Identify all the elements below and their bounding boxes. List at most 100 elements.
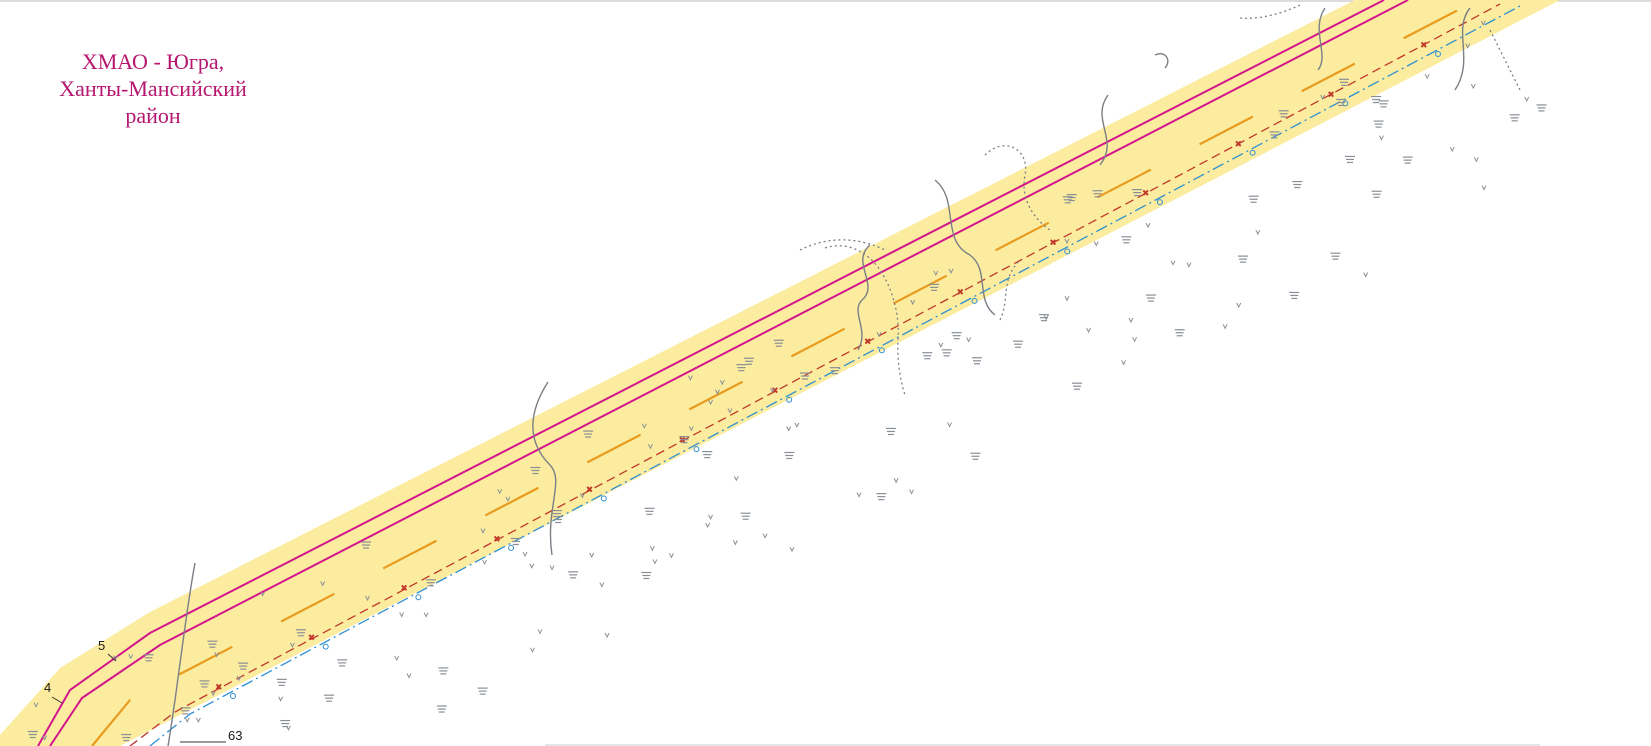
grass-symbol-icon [423, 612, 429, 618]
cable-marker-circle [786, 396, 793, 403]
grass-symbol-icon [1255, 229, 1261, 235]
cable-marker-circle [230, 693, 236, 699]
swamp-symbol-icon [885, 427, 897, 436]
cable-marker-circle [600, 495, 607, 502]
grass-symbol-icon [708, 514, 714, 520]
swamp-symbol-icon [1509, 114, 1521, 122]
cable-marker: ✖ [308, 633, 316, 643]
region-label: ХМАО - Югра, Ханты-Мансийский район [18, 48, 288, 129]
grass-symbol-icon [794, 422, 800, 428]
swamp-symbol-icon [1174, 329, 1186, 337]
swamp-symbol-icon [951, 332, 963, 340]
swamp-symbol-icon [740, 512, 752, 520]
point-label-5: 5 [98, 638, 105, 653]
grass-symbol-icon [589, 552, 595, 558]
grass-symbol-icon [604, 632, 610, 638]
swamp-symbol-icon [1402, 156, 1414, 164]
grass-symbol-icon [649, 545, 655, 551]
grass-symbol-icon [537, 628, 543, 634]
grass-symbol-icon [733, 475, 739, 481]
cable-marker: ✖ [771, 386, 779, 396]
cable-marker-circle [415, 594, 422, 601]
grass-symbol-icon [732, 539, 738, 545]
grass-symbol-icon [1086, 327, 1092, 333]
grass-symbol-icon [1524, 96, 1530, 102]
grass-symbol-icon [1186, 262, 1192, 268]
grass-symbol-icon [938, 342, 944, 348]
swamp-symbol-icon [1071, 382, 1083, 390]
swamp-symbol-icon [921, 352, 933, 360]
cable-marker-circle [1342, 100, 1349, 107]
swamp-symbol-icon [436, 705, 448, 713]
dotted-lines [799, 4, 1521, 396]
cable-marker-circle [1156, 199, 1163, 206]
swamp-symbol-icon [1012, 340, 1024, 348]
grass-symbol-icon [529, 647, 535, 653]
swamp-symbol-icon [1377, 100, 1390, 108]
grass-symbol-icon [1424, 73, 1430, 79]
grass-symbol-icon [1236, 302, 1242, 308]
cable-marker: ✖ [1235, 139, 1243, 149]
pipeline-line [91, 8, 1461, 746]
cable-marker: ✖ [493, 534, 501, 544]
grass-symbol-icon [856, 492, 862, 498]
cable-line-red [129, 3, 1501, 746]
swamp-symbol-icon [1535, 104, 1548, 112]
swamp-symbol-icon [567, 571, 579, 579]
grass-symbol-icon [1128, 317, 1134, 323]
grass-symbol-icon [184, 717, 190, 723]
grass-symbol-icon [1121, 359, 1127, 365]
cable-marker: ✖ [1327, 89, 1335, 99]
cable-marker-circle [878, 347, 885, 354]
region-label-line-1: ХМАО - Югра, [81, 49, 225, 74]
swamp-symbol-icon [1248, 195, 1260, 203]
swamp-symbol-icon [941, 349, 953, 357]
swamp-symbol-icon [1373, 120, 1385, 128]
swamp-symbol-icon [640, 571, 652, 580]
grass-symbol-icon [909, 489, 915, 495]
swamp-symbol-icon [276, 678, 288, 686]
grass-symbol-icon [1145, 222, 1151, 228]
swamp-symbol-icon [1329, 252, 1342, 260]
cable-line-blue [149, 5, 1521, 746]
swamp-symbol-icon [701, 450, 713, 459]
swamp-symbol-icon [1291, 180, 1303, 189]
grass-symbol-icon [668, 552, 674, 558]
point-labels: 5 4 63 [44, 638, 242, 743]
grass-symbol-icon [786, 425, 792, 431]
grass-symbol-icon [1378, 135, 1384, 141]
grass-symbol-icon [399, 611, 405, 617]
region-label-line-2: Ханты-Мансийский [59, 76, 247, 101]
cable-marker-circle [508, 544, 515, 551]
grass-symbol-icon [529, 563, 535, 569]
grass-symbol-icon [195, 717, 201, 723]
cable-marker-circle [1064, 248, 1071, 255]
grass-symbol-icon [1093, 241, 1099, 247]
corridor-band [0, 0, 1560, 746]
swamp-symbol-icon [643, 507, 656, 515]
swamp-symbol-icon [279, 719, 291, 728]
cable-marker: ✖ [586, 484, 594, 494]
cable-marker-circle [971, 297, 978, 304]
cable-marker-circle [322, 643, 329, 650]
swamp-symbol-icon [971, 357, 983, 365]
cable-marker: ✖ [1142, 188, 1150, 198]
grass-symbol-icon [1363, 271, 1369, 277]
grass-symbol-icon [705, 522, 711, 528]
grass-symbol-icon [482, 559, 488, 565]
grass-symbol-icon [947, 421, 953, 427]
swamp-symbol-icon [1120, 236, 1132, 244]
cable-marker-circle [693, 446, 700, 453]
contour-lines [167, 7, 1471, 746]
swamp-symbol-icon [875, 493, 887, 501]
grass-symbol-icon [394, 655, 400, 661]
cable-marker: ✖ [1049, 238, 1057, 248]
cable-marker-circle [1249, 149, 1256, 156]
grass-symbol-icon [1470, 83, 1476, 89]
grass-symbol-icon [789, 546, 795, 552]
grass-symbol-icon [549, 564, 555, 570]
cable-marker: ✖ [215, 682, 223, 692]
swamp-symbol-icon [1237, 255, 1249, 263]
swamp-symbol-icon [323, 694, 335, 702]
